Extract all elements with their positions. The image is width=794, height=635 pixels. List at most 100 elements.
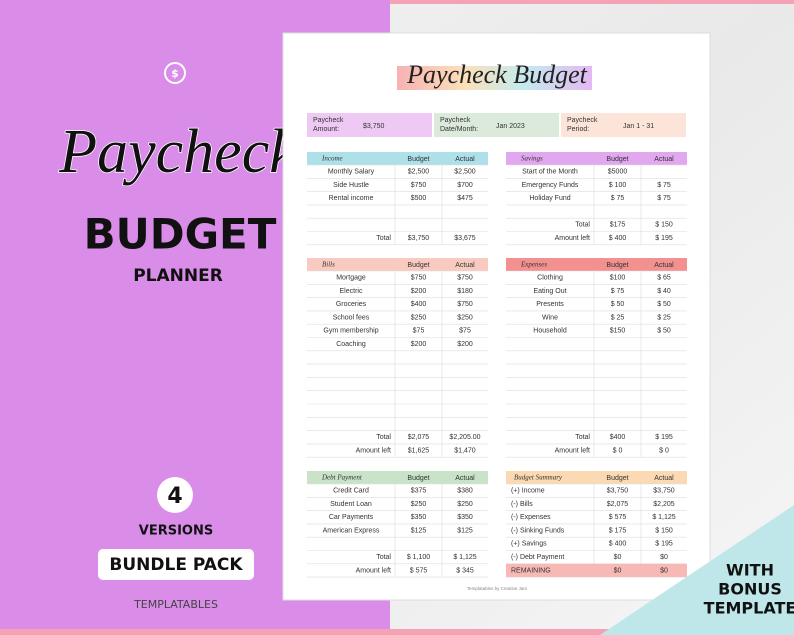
row-label: Student Loan xyxy=(330,501,372,508)
actual-cell: $1,470 xyxy=(454,447,476,454)
actual-cell: $250 xyxy=(457,314,473,321)
total-label: Amount left xyxy=(555,447,590,454)
row-label: Wine xyxy=(542,314,558,321)
section-header xyxy=(307,258,488,271)
actual-cell: $ 65 xyxy=(657,274,671,281)
column-header: Budget xyxy=(407,475,429,482)
brand: TEMPLATABLES xyxy=(133,598,218,611)
actual-cell: $475 xyxy=(457,195,473,202)
budget-cell: $175 xyxy=(610,222,626,229)
column-header: Actual xyxy=(654,156,674,163)
column-header: Actual xyxy=(654,475,674,482)
section-title: Income xyxy=(321,155,343,163)
total-label: Total xyxy=(376,434,391,441)
actual-cell: $0 xyxy=(660,554,668,561)
info-label: Date/Month: xyxy=(440,126,478,133)
total-label: Amount left xyxy=(356,447,391,454)
row-label: Side Hustle xyxy=(333,182,369,189)
bonus-text: BONUS xyxy=(718,580,782,599)
budget-cell: $ 0 xyxy=(613,447,623,454)
budget-cell: $350 xyxy=(411,514,427,521)
row-label: Groceries xyxy=(336,301,367,308)
column-header: Actual xyxy=(455,475,475,482)
count-label: VERSIONS xyxy=(139,524,213,539)
column-header: Budget xyxy=(407,156,429,163)
budget-cell: $500 xyxy=(411,195,427,202)
actual-cell: $ 195 xyxy=(655,541,673,548)
actual-cell: $ 1,125 xyxy=(652,514,675,521)
document-title: Paycheck Budget xyxy=(406,60,588,89)
budget-cell: $100 xyxy=(610,274,626,281)
column-header: Budget xyxy=(606,156,628,163)
actual-cell: $ 0 xyxy=(659,447,669,454)
total-label: Total xyxy=(575,222,590,229)
budget-cell: $ 75 xyxy=(611,195,625,202)
info-value: Jan 2023 xyxy=(496,123,525,130)
badge-text: BUNDLE PACK xyxy=(109,555,243,575)
actual-cell: $380 xyxy=(457,487,473,494)
row-label: Holiday Fund xyxy=(529,195,570,202)
row-label: Car Payments xyxy=(329,514,374,521)
row-label: (-) Debt Payment xyxy=(511,554,564,561)
section-title: Bills xyxy=(322,261,335,269)
actual-cell: $0 xyxy=(660,567,668,574)
row-label: Eating Out xyxy=(533,288,566,295)
remaining-row xyxy=(506,563,687,578)
actual-cell: $ 75 xyxy=(657,182,671,189)
row-label: Clothing xyxy=(537,274,563,281)
budget-cell: $400 xyxy=(610,434,626,441)
dollar-icon: $ xyxy=(171,67,179,80)
row-label: Rental income xyxy=(329,195,374,202)
row-label: Household xyxy=(533,328,567,335)
budget-cell: $ 50 xyxy=(611,301,625,308)
info-label: Paycheck xyxy=(313,117,344,124)
section-header xyxy=(506,471,687,484)
row-label: (-) Sinking Funds xyxy=(511,527,565,534)
actual-cell: $ 345 xyxy=(456,567,474,574)
info-box xyxy=(561,113,686,137)
section-header xyxy=(506,258,687,271)
badge xyxy=(98,549,254,580)
actual-cell: $200 xyxy=(457,341,473,348)
section-header xyxy=(506,152,687,165)
info-value: $3,750 xyxy=(363,123,385,130)
budget-cell: $375 xyxy=(411,487,427,494)
budget-cell: $750 xyxy=(411,182,427,189)
budget-cell: $ 25 xyxy=(611,314,625,321)
column-header: Actual xyxy=(455,156,475,163)
actual-cell: $75 xyxy=(459,328,471,335)
budget-cell: $2,500 xyxy=(408,168,430,175)
budget-cell: $125 xyxy=(411,527,427,534)
row-label: Monthly Salary xyxy=(328,168,375,175)
row-label: Electric xyxy=(340,288,363,295)
budget-cell: $0 xyxy=(614,567,622,574)
icon-circle xyxy=(164,62,186,84)
column-header: Budget xyxy=(606,262,628,269)
bonus-text: TEMPLATE xyxy=(704,599,794,618)
budget-cell: $1,625 xyxy=(408,447,430,454)
headline: BUDGET xyxy=(84,210,277,259)
info-value: Jan 1 - 31 xyxy=(623,123,654,130)
column-header: Actual xyxy=(654,262,674,269)
actual-cell: $700 xyxy=(457,182,473,189)
column-header: Budget xyxy=(606,475,628,482)
actual-cell: $125 xyxy=(457,527,473,534)
actual-cell: $ 50 xyxy=(657,328,671,335)
row-label: (-) Bills xyxy=(511,501,533,508)
section-title: Debt Payment xyxy=(321,474,363,482)
budget-cell: $250 xyxy=(411,501,427,508)
actual-cell: $750 xyxy=(457,274,473,281)
budget-cell: $ 575 xyxy=(609,514,627,521)
budget-cell: $0 xyxy=(614,554,622,561)
count: 4 xyxy=(167,484,182,509)
section-header xyxy=(307,471,488,484)
title-band xyxy=(397,66,592,90)
row-label: Start of the Month xyxy=(522,168,578,175)
row-label: Mortgage xyxy=(336,274,366,281)
actual-cell: $ 1,125 xyxy=(453,554,476,561)
budget-cell: $75 xyxy=(413,328,425,335)
actual-cell: $350 xyxy=(457,514,473,521)
row-label: Presents xyxy=(536,301,564,308)
